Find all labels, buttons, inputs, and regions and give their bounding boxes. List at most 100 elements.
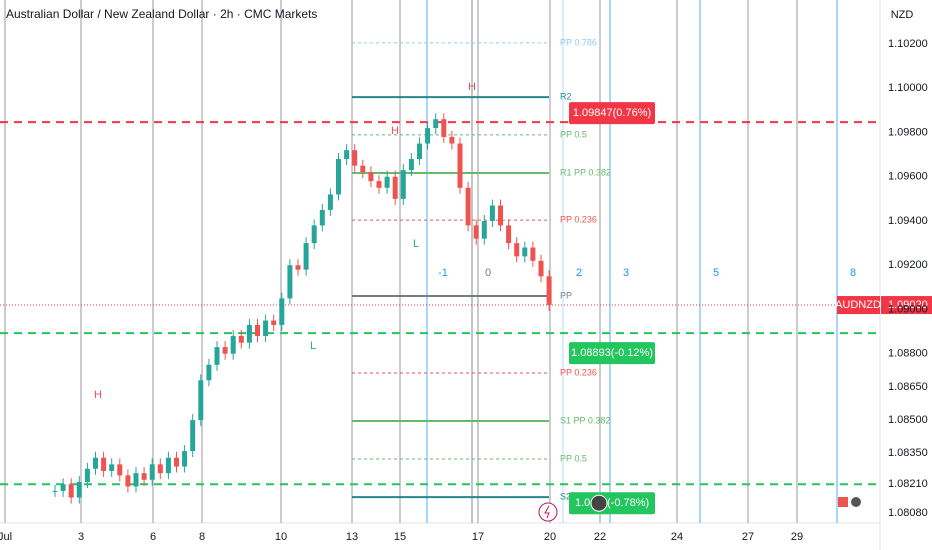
candle [295,265,301,270]
y-tick-label: 1.09800 [888,126,928,138]
flag-icon[interactable] [851,497,861,507]
pivot-label: PP 0.236 [560,367,597,377]
candle [538,260,544,277]
y-tick-label: 1.08210 [888,478,928,490]
alert-icon [590,494,608,512]
candle [433,119,439,129]
y-tick-label: 1.08800 [888,348,928,360]
x-tick-label: 24 [671,531,683,543]
currency[interactable]: NZD [891,9,914,21]
candle [384,176,390,188]
x-tick-label: 22 [594,531,606,543]
candle [263,320,269,337]
pivot-label: R2 [560,91,572,101]
fib-time-label: 0 [485,267,491,279]
pattern-mark: H [391,125,399,137]
candle [376,181,382,188]
alert-label: 1.09847(0.76%) [573,107,651,119]
y-tick-label: 1.09000 [888,303,928,315]
candle [319,209,325,226]
candle [473,225,479,239]
candle [287,265,293,299]
candle [271,320,277,325]
x-tick-label: 15 [394,531,406,543]
event-icon[interactable] [538,502,558,522]
candle [498,205,503,226]
candle [117,464,123,476]
candle [125,475,131,487]
candle [336,159,341,195]
symbol-tag [837,296,880,315]
candle [311,225,317,244]
candle [392,176,398,199]
x-tick-label: Jul [0,531,12,543]
x-tick-label: 20 [544,531,556,543]
candle [76,482,82,498]
fib-time-label: 2 [576,267,582,279]
y-tick-label: 1.09200 [888,259,928,271]
pivot-label: R1 PP 0.382 [560,167,611,177]
pattern-mark: L [413,238,419,250]
candle [279,298,285,325]
y-tick-label: 1.10000 [888,82,928,94]
y-tick-label: 1.08650 [888,381,928,393]
candle [190,420,196,452]
candle [246,324,252,343]
candle [68,484,74,498]
pivot-label: PP 0.5 [560,129,587,139]
candle [93,457,98,469]
x-tick-label: 3 [78,531,84,543]
candle [238,336,244,343]
candle [368,172,374,182]
candle [449,136,455,144]
price-label: 1.09020 [888,299,928,311]
fib-time-label: -1 [438,267,448,279]
candle [514,243,520,257]
y-tick-label: 1.09600 [888,171,928,183]
candle [506,225,512,244]
alert-label-box[interactable] [569,102,655,125]
pivot-label: PP 0.786 [560,37,597,47]
candle [109,464,115,471]
candle [60,484,66,491]
y-tick-label: 1.08080 [888,507,928,519]
candle [408,159,414,171]
candle [101,457,107,471]
candle [174,457,179,467]
candle [52,490,58,492]
pivot-label: PP 0.5 [560,453,587,463]
price-tag [881,296,932,315]
fib-time-label: 5 [713,267,719,279]
candle [344,150,350,160]
symbol-name: AUDNZD [835,299,881,311]
pattern-mark: L [310,340,316,352]
x-tick-label: 13 [346,531,358,543]
pattern-mark: H [94,389,102,401]
candle [133,473,139,487]
pattern-mark: H [468,81,476,93]
candle [165,457,171,474]
x-tick-label: 17 [472,531,484,543]
candle [465,187,471,226]
candle [84,468,90,483]
alert-label: 1.08893(-0.12%) [571,347,653,359]
event-icon-bolt [544,505,550,519]
flag-icon[interactable] [838,497,848,507]
alert-label: (-0.78%) [607,497,649,509]
candle [206,364,212,381]
pivot-label: S1 PP 0.382 [560,415,610,425]
candle [522,247,528,257]
candle [457,143,463,188]
candle [530,247,536,261]
chart-title: Australian Dollar / New Zealand Dollar ·… [6,7,317,21]
candle [149,464,155,480]
alert-label-box[interactable] [569,492,655,515]
y-tick-label: 1.10200 [888,38,928,50]
fib-time-label: 8 [850,267,856,279]
pivot-label: PP [560,290,572,300]
candle [214,347,220,365]
candle [417,143,422,160]
alert-label-box[interactable] [569,342,655,365]
